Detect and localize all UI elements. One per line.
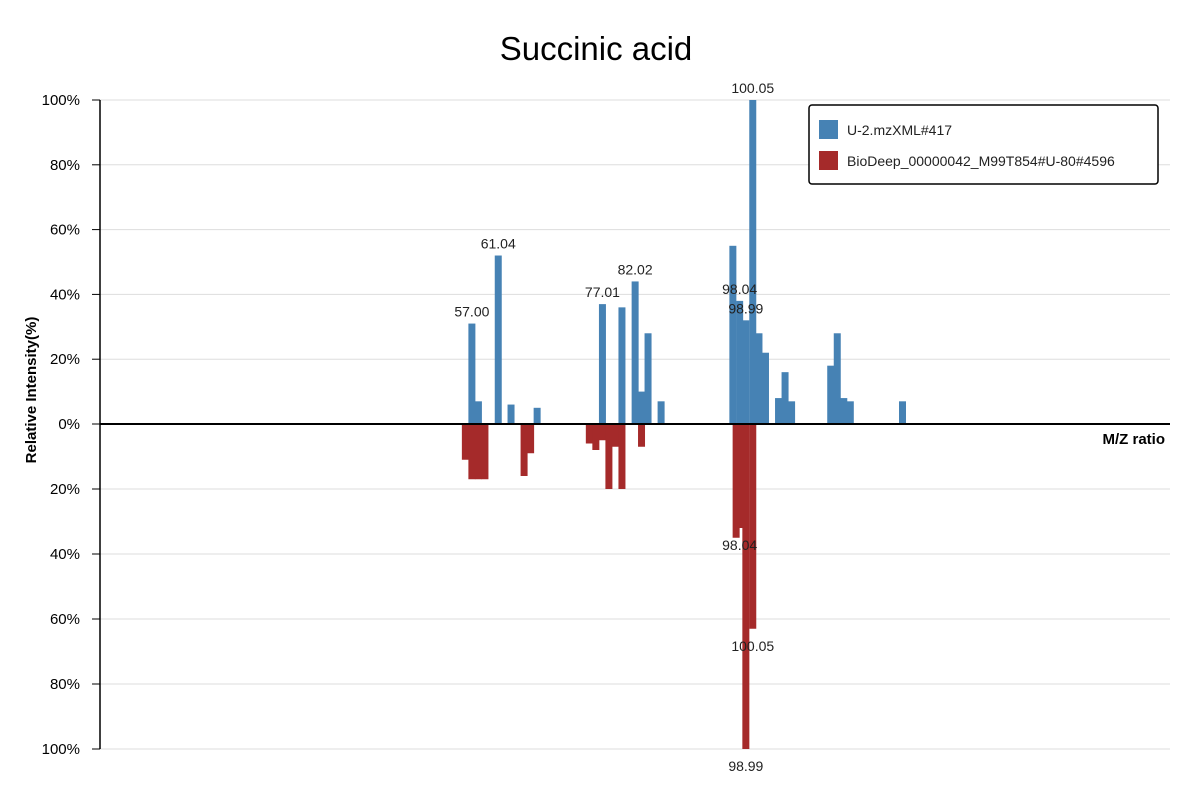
legend-box — [808, 104, 1159, 185]
sample-peak-bar — [533, 407, 541, 424]
peak-labels: 57.00 61.04 77.01 82.02 98.04 98.99 100.05 98.0… — [454, 80, 774, 774]
sample-peak-bar — [761, 352, 769, 424]
peak-label: 98.04 — [722, 537, 757, 553]
reference-peak-bar — [481, 424, 489, 480]
sample-peak-bar — [598, 304, 606, 424]
sample-peak-bar — [507, 404, 515, 424]
sample-peak-bar — [736, 300, 744, 424]
sample-peak-bar — [474, 401, 482, 424]
reference-peak-bar — [520, 424, 528, 476]
reference-peak-bar — [611, 424, 619, 447]
reference-peak-bar — [598, 424, 606, 441]
sample-peak-bar — [742, 320, 750, 424]
reference-peak-bar — [638, 424, 646, 447]
legend: U-2.mzXML#417 BioDeep_00000042_M99T854#U… — [808, 104, 1159, 185]
sample-peak-bar — [846, 401, 854, 424]
sample-peak-bar — [840, 398, 848, 424]
sample-peak-bar — [899, 401, 906, 424]
peak-label: 82.02 — [618, 261, 653, 277]
chart-title: Succinic acid — [500, 30, 693, 67]
y-tick-label: 20% — [50, 481, 80, 498]
reference-peak-bar — [618, 424, 626, 489]
sample-peak-bar — [749, 100, 757, 424]
reference-peak-bar — [585, 424, 593, 444]
peak-label: 98.04 — [722, 281, 757, 297]
y-tick-label: 20% — [50, 351, 80, 368]
sample-peak-bar — [644, 333, 652, 424]
y-tick-label: 100% — [42, 92, 80, 109]
y-tick-label: 80% — [50, 157, 80, 174]
reference-peak-bar — [468, 424, 476, 480]
sample-peak-bar — [781, 372, 789, 424]
sample-peak-bar — [833, 333, 841, 424]
peak-label: 61.04 — [481, 236, 516, 252]
legend-swatch-biodeep — [819, 151, 838, 170]
reference-peak-bar — [742, 424, 750, 749]
peak-label: 57.00 — [454, 304, 489, 320]
y-tick-label: 60% — [50, 611, 80, 628]
peak-label: 100.05 — [731, 80, 774, 96]
y-axis-ticks: 100% 80% 60% 40% 20% 0% 20% 40% 60% 80% 100% — [42, 92, 100, 758]
peak-label: 77.01 — [585, 284, 620, 300]
sample-peak-bar — [631, 281, 639, 424]
reference-peak-bar — [732, 424, 740, 538]
peak-label: 100.05 — [731, 638, 774, 654]
peak-bars — [461, 100, 906, 749]
sample-peak-bar — [788, 401, 796, 424]
y-axis-label: Relative Intensity(%) — [23, 317, 40, 464]
y-tick-label: 0% — [58, 416, 80, 433]
reference-peak-bar — [474, 424, 482, 480]
sample-peak-bar — [775, 398, 783, 424]
reference-peak-bar — [605, 424, 613, 489]
sample-peak-bar — [827, 365, 835, 424]
sample-peak-bar — [729, 245, 737, 424]
sample-peak-bar — [755, 333, 763, 424]
sample-peak-bar — [618, 307, 626, 424]
legend-label-u2: U-2.mzXML#417 — [847, 122, 952, 138]
legend-swatch-u2 — [819, 120, 838, 139]
y-tick-label: 40% — [50, 546, 80, 563]
sample-peak-bar — [468, 323, 476, 424]
sample-peak-bar — [657, 401, 665, 424]
legend-label-biodeep: BioDeep_00000042_M99T854#U-80#4596 — [847, 153, 1115, 169]
reference-peak-bar — [736, 424, 744, 528]
sample-peak-bar — [638, 391, 646, 424]
y-tick-label: 40% — [50, 286, 80, 303]
peak-label: 98.99 — [728, 300, 763, 316]
y-tick-label: 100% — [42, 741, 80, 758]
reference-peak-bar — [461, 424, 469, 460]
reference-peak-bar — [592, 424, 600, 450]
reference-peak-bar — [749, 424, 757, 629]
reference-peak-bar — [527, 424, 535, 454]
y-tick-label: 60% — [50, 222, 80, 239]
y-tick-label: 80% — [50, 676, 80, 693]
x-axis-label: M/Z ratio — [1103, 431, 1166, 448]
peak-label: 98.99 — [728, 758, 763, 774]
sample-peak-bar — [494, 255, 502, 424]
